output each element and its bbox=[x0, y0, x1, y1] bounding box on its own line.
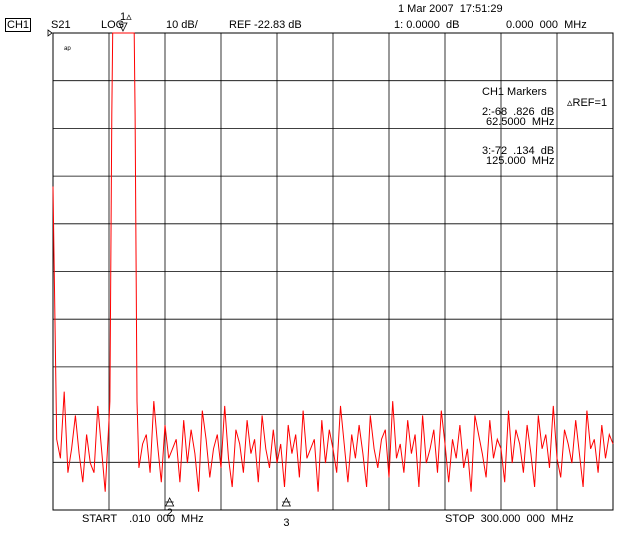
channel-indicator[interactable]: CH1 bbox=[5, 18, 32, 32]
marker-2-label: 2 bbox=[167, 507, 173, 519]
active-marker-value: 1: 0.0000 dB bbox=[394, 19, 460, 31]
marker-3-frequency: 125.000 MHz bbox=[486, 155, 555, 167]
stop-frequency: STOP 300.000 000 MHz bbox=[445, 513, 574, 525]
marker-3-label: 3 bbox=[283, 517, 289, 529]
marker-1-label: 1▵ bbox=[120, 11, 132, 23]
reference-marker-label: ▵REF=1 bbox=[567, 97, 608, 109]
reference-label: REF -22.83 dB bbox=[229, 19, 302, 31]
format-label: LOG bbox=[101, 19, 125, 31]
start-frequency: START .010 000 MHz bbox=[82, 513, 204, 525]
datetime: 1 Mar 2007 17:51:29 bbox=[398, 3, 503, 15]
markers-panel-title: CH1 Markers bbox=[482, 86, 547, 98]
trace-s21 bbox=[52, 32, 614, 492]
marker-2-frequency: 62.5000 MHz bbox=[486, 116, 555, 128]
scale-label: 10 dB/ bbox=[166, 19, 198, 31]
reference-level-indicator bbox=[47, 29, 53, 37]
active-marker-frequency: 0.000 000 MHz bbox=[506, 19, 587, 31]
parameter-label: S21 bbox=[51, 19, 71, 31]
corner-symbol: ᵃᵖ bbox=[64, 44, 71, 54]
marker-1-icon bbox=[118, 22, 128, 32]
